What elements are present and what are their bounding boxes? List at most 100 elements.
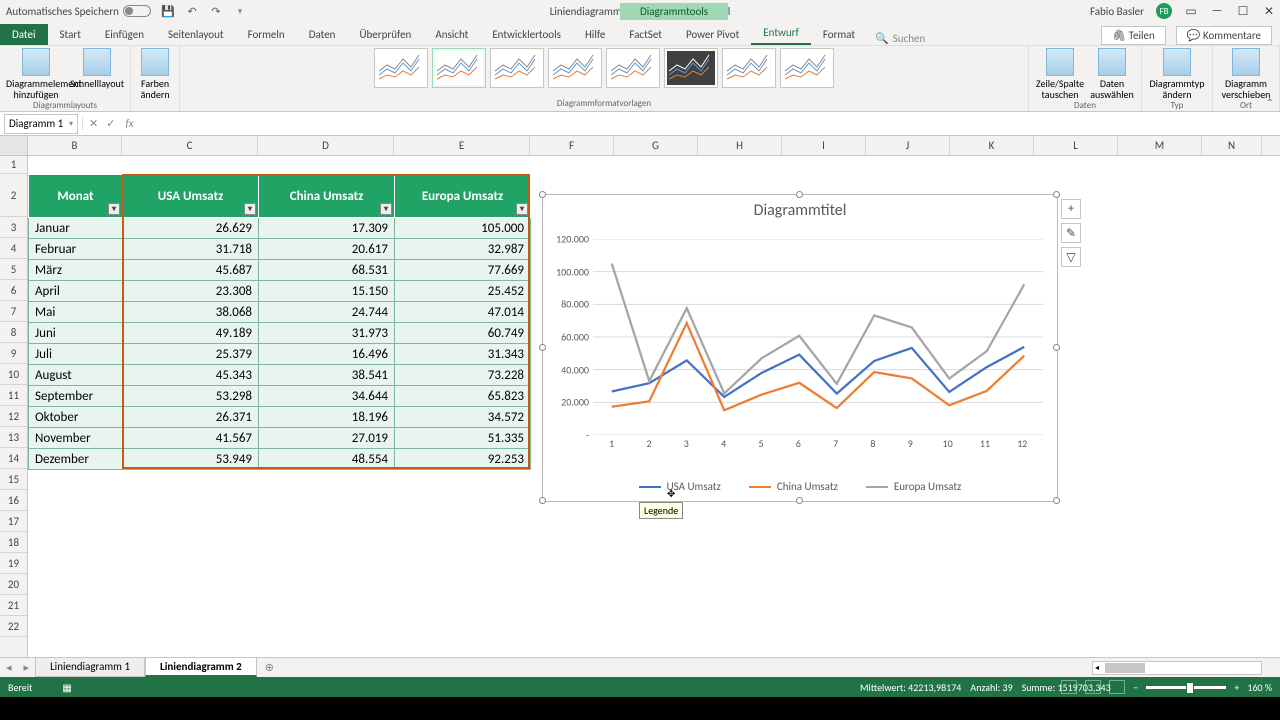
table-header[interactable]: Europa Umsatz▾ (395, 175, 531, 218)
table-cell[interactable]: 65.823 (395, 386, 531, 407)
table-row[interactable]: September53.29834.64465.823 (29, 386, 531, 407)
view-layout-icon[interactable] (1085, 680, 1101, 694)
col-header-B[interactable]: B (28, 136, 122, 155)
table-cell[interactable]: 105.000 (395, 218, 531, 239)
table-cell[interactable]: 31.343 (395, 344, 531, 365)
share-button[interactable]: 🖇 Teilen (1101, 26, 1166, 45)
chart-style-8[interactable] (780, 48, 834, 88)
filter-dropdown-icon[interactable]: ▾ (244, 203, 256, 215)
row-header-6[interactable]: 6 (0, 280, 27, 301)
table-header[interactable]: Monat▾ (29, 175, 123, 218)
table-cell[interactable]: 26.629 (123, 218, 259, 239)
collapse-ribbon-icon[interactable]: ⌃ (1266, 96, 1274, 109)
row-header-19[interactable]: 19 (0, 553, 27, 574)
row-header-17[interactable]: 17 (0, 511, 27, 532)
row-header-22[interactable]: 22 (0, 616, 27, 637)
table-cell[interactable]: 34.644 (259, 386, 395, 407)
col-header-D[interactable]: D (258, 136, 394, 155)
table-row[interactable]: März45.68768.53177.669 (29, 260, 531, 281)
add-chart-element-button[interactable]: Diagrammelement hinzufügen (6, 48, 66, 100)
zoom-level[interactable]: 160 % (1247, 681, 1272, 694)
tab-einfügen[interactable]: Einfügen (93, 24, 156, 45)
col-header-L[interactable]: L (1034, 136, 1118, 155)
chart-style-4[interactable] (548, 48, 602, 88)
table-cell[interactable]: 15.150 (259, 281, 395, 302)
row-header-12[interactable]: 12 (0, 406, 27, 427)
table-cell[interactable]: 51.335 (395, 428, 531, 449)
table-cell[interactable]: 27.019 (259, 428, 395, 449)
resize-handle[interactable] (539, 191, 546, 198)
resize-handle[interactable] (1053, 497, 1060, 504)
table-cell[interactable]: 49.189 (123, 323, 259, 344)
col-header-H[interactable]: H (698, 136, 782, 155)
maximize-icon[interactable]: ☐ (1236, 4, 1250, 19)
table-cell[interactable]: April (29, 281, 123, 302)
table-cell[interactable]: März (29, 260, 123, 281)
zoom-in-icon[interactable]: + (1234, 681, 1239, 694)
ribbon-options-icon[interactable]: ▭ (1184, 4, 1198, 19)
col-header-C[interactable]: C (122, 136, 258, 155)
col-header-N[interactable]: N (1202, 136, 1262, 155)
filter-dropdown-icon[interactable]: ▾ (516, 203, 528, 215)
chart-style-3[interactable] (490, 48, 544, 88)
legend-item[interactable]: USA Umsatz (639, 480, 721, 493)
tab-entwurf[interactable]: Entwurf (751, 22, 811, 45)
view-normal-icon[interactable] (1061, 680, 1077, 694)
tab-start[interactable]: Start (48, 24, 93, 45)
row-header-10[interactable]: 10 (0, 364, 27, 385)
row-header-16[interactable]: 16 (0, 490, 27, 511)
table-cell[interactable]: 45.343 (123, 365, 259, 386)
table-row[interactable]: April23.30815.15025.452 (29, 281, 531, 302)
table-row[interactable]: Dezember53.94948.55492.253 (29, 449, 531, 470)
table-cell[interactable]: 77.669 (395, 260, 531, 281)
table-cell[interactable]: 26.371 (123, 407, 259, 428)
filter-dropdown-icon[interactable]: ▾ (380, 203, 392, 215)
chart-legend[interactable]: USA UmsatzChina UmsatzEuropa Umsatz (543, 480, 1057, 493)
resize-handle[interactable] (539, 344, 546, 351)
row-header-21[interactable]: 21 (0, 595, 27, 616)
horizontal-scrollbar[interactable]: ◂ (1092, 661, 1262, 675)
table-cell[interactable]: 31.718 (123, 239, 259, 260)
table-cell[interactable]: 34.572 (395, 407, 531, 428)
table-cell[interactable]: 73.228 (395, 365, 531, 386)
chart-style-2[interactable] (432, 48, 486, 88)
chart-elements-button[interactable]: + (1061, 199, 1081, 219)
tab-hilfe[interactable]: Hilfe (573, 24, 617, 45)
table-cell[interactable]: Mai (29, 302, 123, 323)
quick-layout-button[interactable]: Schnelllayout (70, 48, 124, 100)
switch-row-col-button[interactable]: Zeile/Spalte tauschen (1035, 48, 1085, 100)
tab-daten[interactable]: Daten (297, 24, 348, 45)
change-colors-button[interactable]: Farben ändern (137, 48, 173, 100)
toggle-switch-icon[interactable] (123, 5, 151, 17)
select-all-corner[interactable] (0, 136, 27, 156)
chart-styles-button[interactable]: ✎ (1061, 223, 1081, 243)
row-header-20[interactable]: 20 (0, 574, 27, 595)
table-cell[interactable]: September (29, 386, 123, 407)
row-header-15[interactable]: 15 (0, 469, 27, 490)
table-cell[interactable]: November (29, 428, 123, 449)
tab-formeln[interactable]: Formeln (236, 24, 297, 45)
table-cell[interactable]: 25.452 (395, 281, 531, 302)
table-cell[interactable]: 53.949 (123, 449, 259, 470)
table-row[interactable]: August45.34338.54173.228 (29, 365, 531, 386)
move-chart-button[interactable]: Diagramm verschieben (1219, 48, 1273, 100)
tab-power pivot[interactable]: Power Pivot (674, 24, 751, 45)
table-row[interactable]: Mai38.06824.74447.014 (29, 302, 531, 323)
row-header-3[interactable]: 3 (0, 217, 27, 238)
resize-handle[interactable] (1053, 191, 1060, 198)
formula-input[interactable] (138, 112, 1280, 135)
table-cell[interactable]: Oktober (29, 407, 123, 428)
table-cell[interactable]: 68.531 (259, 260, 395, 281)
row-header-2[interactable]: 2 (0, 174, 27, 217)
filter-dropdown-icon[interactable]: ▾ (108, 203, 120, 215)
chart-style-6[interactable] (664, 48, 718, 88)
sheet-tab[interactable]: Liniendiagramm 1 (35, 658, 145, 677)
cancel-formula-icon[interactable]: ✕ (89, 117, 98, 130)
row-header-7[interactable]: 7 (0, 301, 27, 322)
spreadsheet-grid[interactable]: 12345678910111213141516171819202122 BCDE… (0, 136, 1280, 657)
col-header-E[interactable]: E (394, 136, 530, 155)
tab-format[interactable]: Format (811, 24, 867, 45)
table-header[interactable]: China Umsatz▾ (259, 175, 395, 218)
table-row[interactable]: Oktober26.37118.19634.572 (29, 407, 531, 428)
table-cell[interactable]: 25.379 (123, 344, 259, 365)
